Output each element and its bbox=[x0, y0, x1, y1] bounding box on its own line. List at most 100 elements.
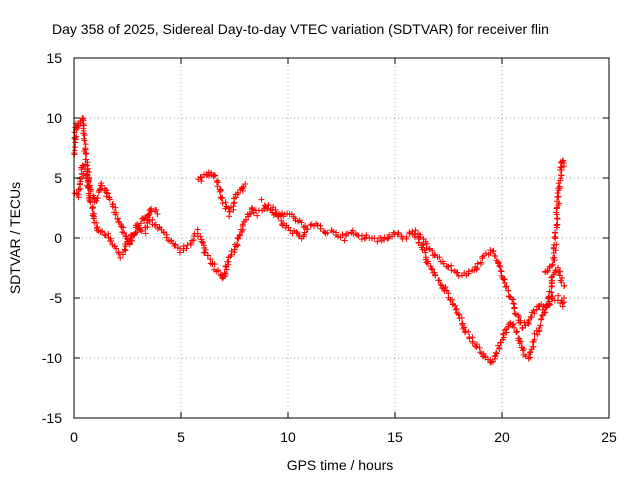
data-point-marker bbox=[452, 306, 459, 313]
y-tick-label: -5 bbox=[50, 290, 63, 306]
data-point-marker bbox=[183, 245, 190, 252]
data-point-marker bbox=[510, 320, 517, 327]
data-point-marker bbox=[429, 266, 436, 273]
data-point-marker bbox=[142, 230, 149, 237]
data-point-marker bbox=[497, 263, 504, 270]
data-point-marker bbox=[549, 293, 556, 300]
data-point-marker bbox=[461, 324, 468, 331]
data-point-marker bbox=[148, 208, 155, 215]
data-point-marker bbox=[79, 116, 86, 123]
data-point-marker bbox=[339, 231, 346, 238]
data-point-marker bbox=[509, 321, 516, 328]
data-point-marker bbox=[455, 273, 462, 280]
data-point-marker bbox=[428, 265, 435, 272]
data-point-marker bbox=[554, 190, 561, 197]
data-point-marker bbox=[411, 231, 418, 238]
data-point-marker bbox=[330, 228, 337, 235]
data-point-marker bbox=[117, 254, 124, 261]
data-point-marker bbox=[222, 273, 229, 280]
data-points bbox=[71, 115, 568, 366]
data-point-marker bbox=[218, 195, 225, 202]
data-point-marker bbox=[72, 134, 79, 141]
data-point-marker bbox=[75, 186, 82, 193]
data-point-marker bbox=[304, 226, 311, 233]
x-axis-label: GPS time / hours bbox=[287, 457, 394, 473]
data-point-marker bbox=[554, 221, 561, 228]
data-point-marker bbox=[301, 229, 308, 236]
data-point-marker bbox=[384, 235, 391, 242]
data-point-marker bbox=[298, 219, 305, 226]
data-point-marker bbox=[212, 172, 219, 179]
data-point-marker bbox=[454, 269, 461, 276]
data-point-marker bbox=[94, 195, 101, 202]
data-point-marker bbox=[168, 237, 175, 244]
data-point-marker bbox=[89, 204, 96, 211]
data-point-marker bbox=[442, 283, 449, 290]
data-point-marker bbox=[74, 123, 81, 130]
data-point-marker bbox=[176, 249, 183, 256]
data-point-marker bbox=[552, 230, 559, 237]
data-point-marker bbox=[465, 268, 472, 275]
data-point-marker bbox=[81, 132, 88, 139]
data-point-marker bbox=[553, 211, 560, 218]
data-point-marker bbox=[265, 202, 272, 209]
data-point-marker bbox=[109, 203, 116, 210]
data-point-marker bbox=[137, 220, 144, 227]
data-point-marker bbox=[194, 226, 201, 233]
x-tick-label: 0 bbox=[70, 429, 78, 445]
data-point-marker bbox=[471, 267, 478, 274]
data-point-marker bbox=[546, 298, 553, 305]
data-point-marker bbox=[473, 343, 480, 350]
data-point-marker bbox=[216, 188, 223, 195]
data-point-marker bbox=[511, 310, 518, 317]
data-point-marker bbox=[198, 178, 205, 185]
data-point-marker bbox=[553, 205, 560, 212]
data-point-marker bbox=[76, 181, 83, 188]
data-point-marker bbox=[514, 328, 521, 335]
data-point-marker bbox=[93, 197, 100, 204]
data-point-marker bbox=[334, 233, 341, 240]
data-point-marker bbox=[227, 253, 234, 260]
data-point-marker bbox=[128, 237, 135, 244]
data-point-marker bbox=[436, 277, 443, 284]
data-point-marker bbox=[501, 279, 508, 286]
data-point-marker bbox=[108, 237, 115, 244]
data-point-marker bbox=[119, 251, 126, 258]
data-point-marker bbox=[502, 283, 509, 290]
data-point-marker bbox=[87, 199, 94, 206]
data-point-marker bbox=[466, 335, 473, 342]
data-point-marker bbox=[531, 310, 538, 317]
data-point-marker bbox=[412, 227, 419, 234]
data-point-marker bbox=[493, 350, 500, 357]
data-point-marker bbox=[98, 182, 105, 189]
data-point-marker bbox=[528, 314, 535, 321]
data-point-marker bbox=[79, 162, 86, 169]
data-point-marker bbox=[300, 224, 307, 231]
data-point-marker bbox=[120, 224, 127, 231]
data-point-marker bbox=[197, 174, 204, 181]
data-point-marker bbox=[171, 242, 178, 249]
data-point-marker bbox=[231, 249, 238, 256]
data-point-marker bbox=[221, 270, 228, 277]
data-point-marker bbox=[314, 222, 321, 229]
data-point-marker bbox=[377, 235, 384, 242]
data-point-marker bbox=[154, 211, 161, 217]
data-point-marker bbox=[302, 223, 309, 229]
data-point-marker bbox=[153, 207, 160, 214]
x-tick-label: 15 bbox=[387, 429, 403, 445]
data-point-marker bbox=[85, 178, 92, 185]
data-point-marker bbox=[479, 253, 486, 260]
data-point-marker bbox=[426, 245, 433, 252]
data-point-marker bbox=[235, 189, 242, 196]
data-point-marker bbox=[222, 199, 229, 206]
data-point-marker bbox=[132, 229, 139, 236]
data-point-marker bbox=[477, 349, 484, 356]
data-point-marker bbox=[556, 200, 563, 207]
data-point-marker bbox=[445, 263, 452, 270]
data-point-marker bbox=[429, 247, 436, 254]
data-point-marker bbox=[432, 272, 439, 279]
data-point-marker bbox=[492, 349, 499, 356]
x-tick-label: 10 bbox=[280, 429, 296, 445]
data-point-marker bbox=[254, 212, 261, 219]
